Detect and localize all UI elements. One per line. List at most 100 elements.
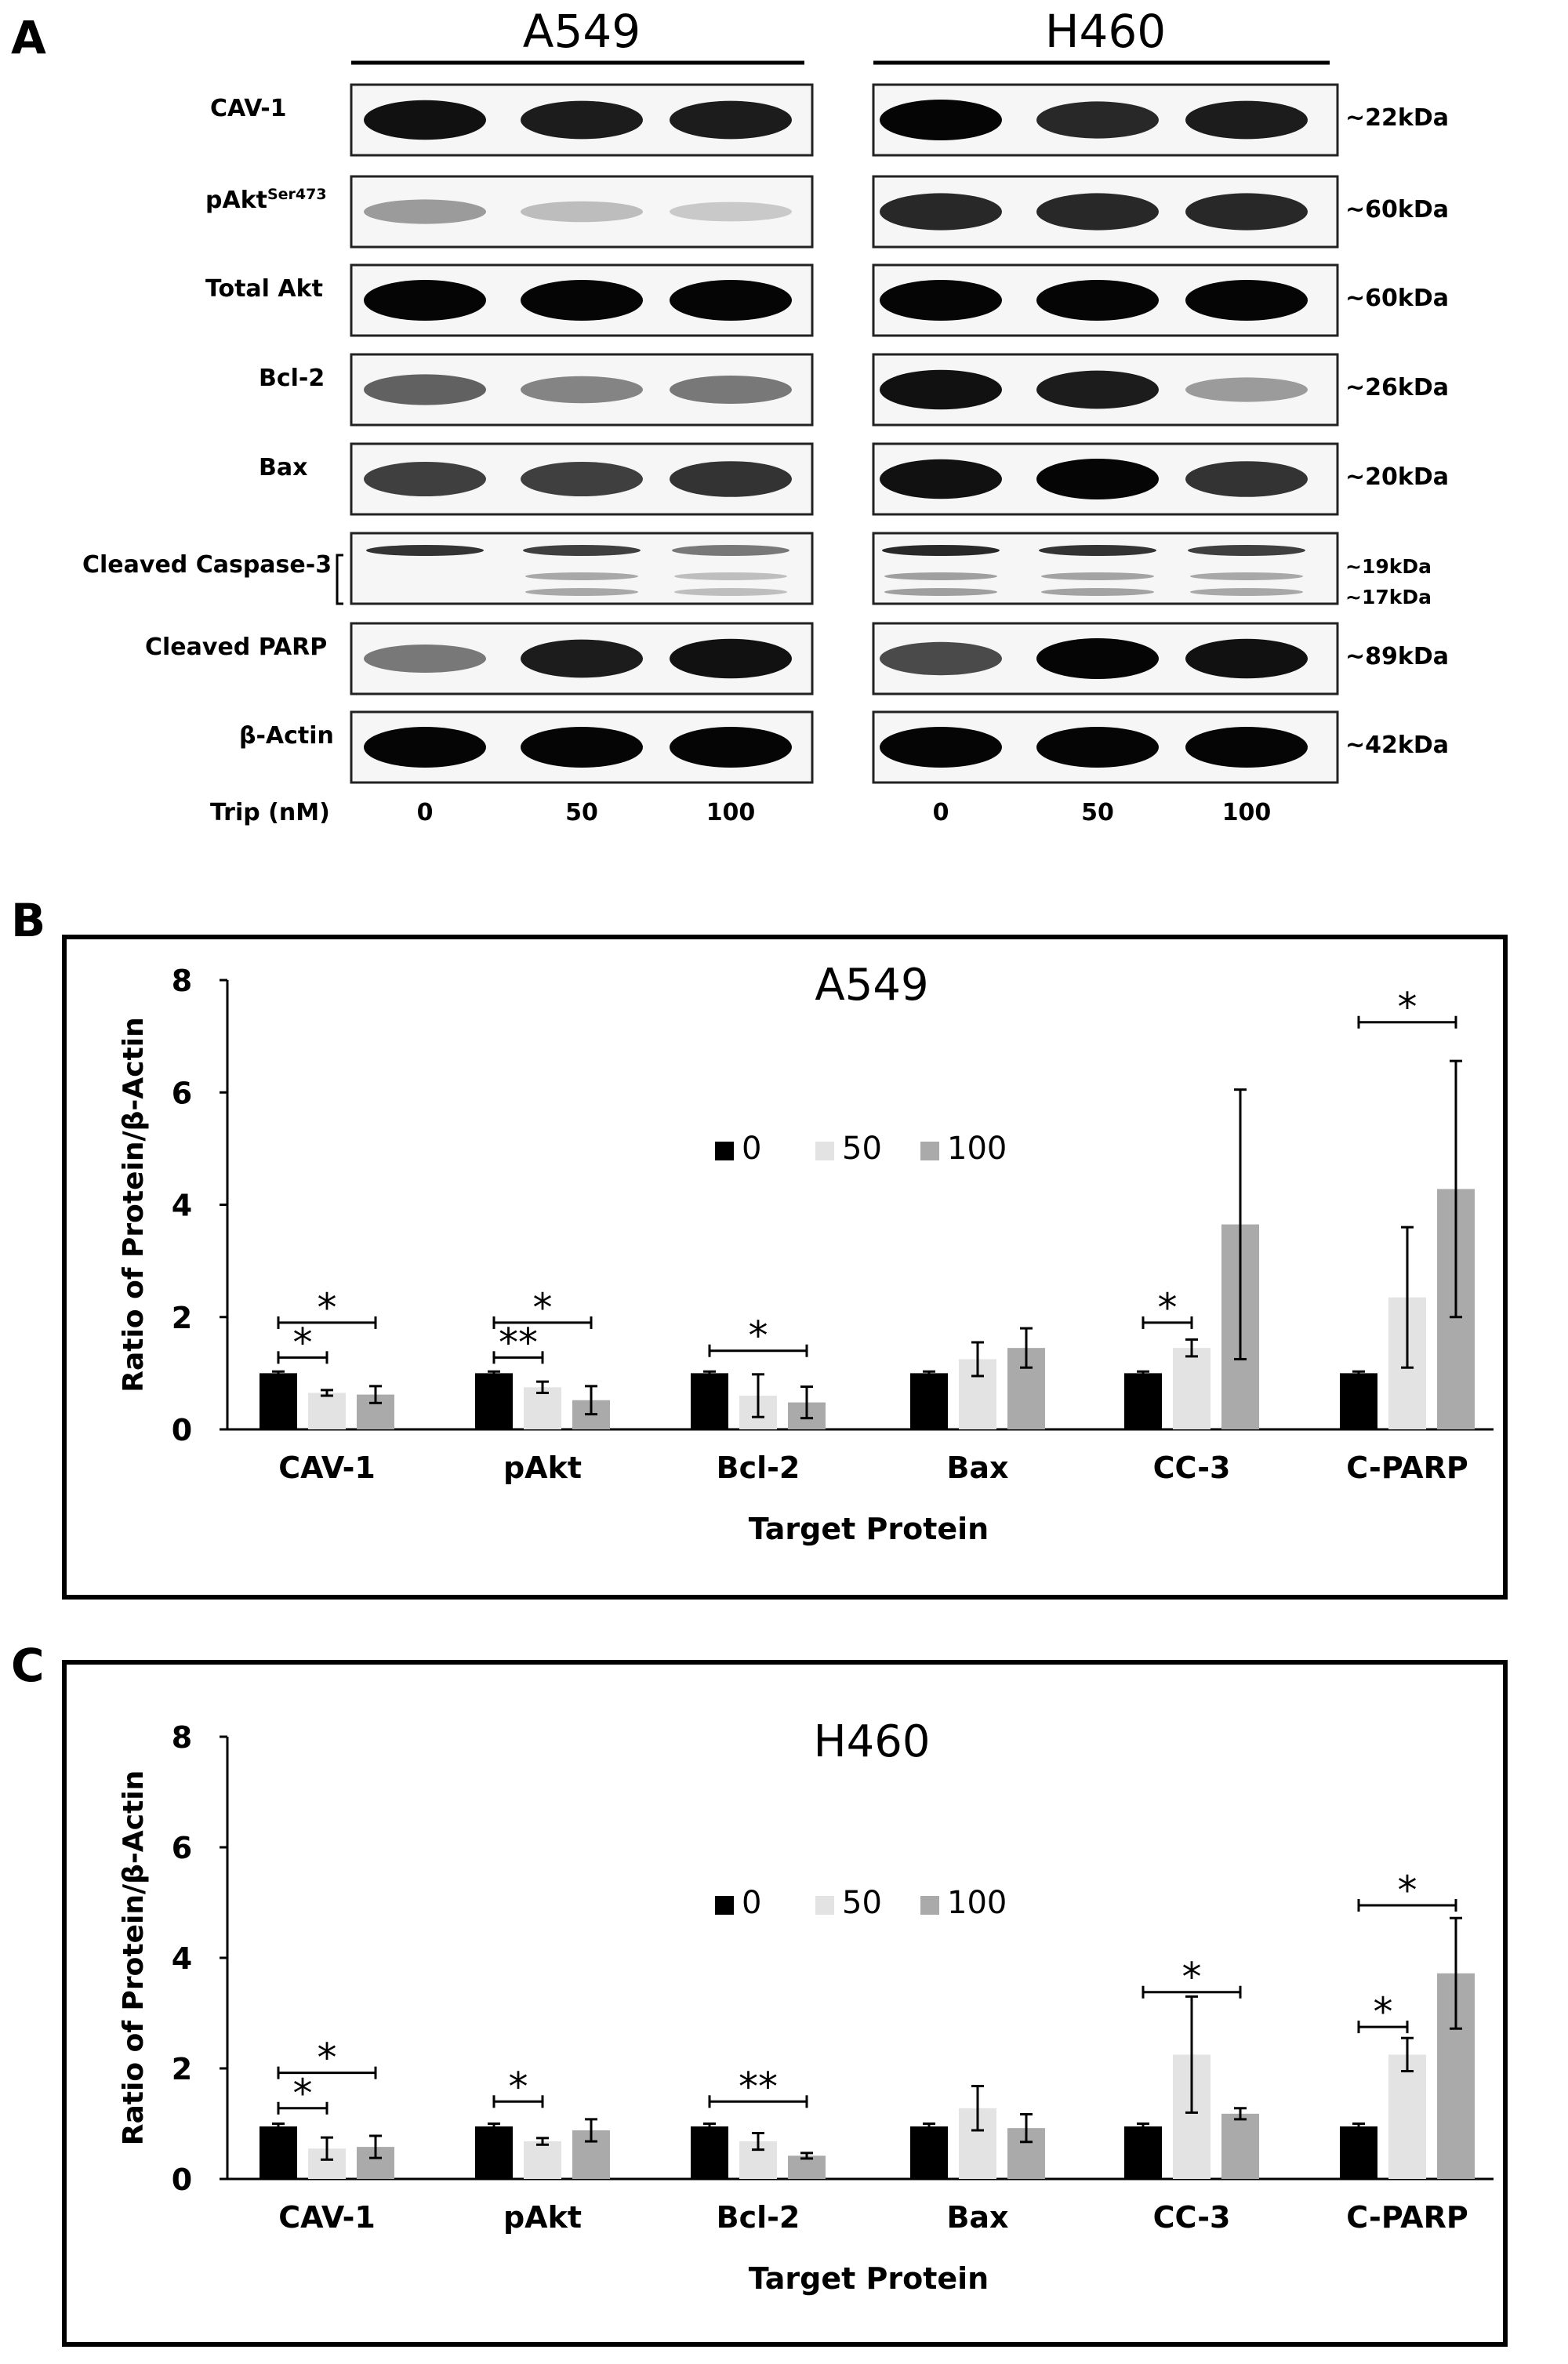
significance-star: * (293, 1320, 313, 1365)
significance-star: * (749, 1313, 768, 1359)
blot-kda-label: ~26kDa (1345, 374, 1449, 401)
blot-band (670, 202, 792, 222)
bar (260, 2126, 297, 2179)
blot-band (364, 280, 486, 321)
blot-band (1041, 572, 1154, 580)
blot-band (674, 572, 787, 580)
blot-row-label: β-Actin (239, 722, 334, 750)
blot-kda-label: ~60kDa (1345, 196, 1449, 223)
x-tick-label: CC-3 (1153, 1451, 1231, 1485)
blot-band (1190, 588, 1303, 596)
significance-star: * (318, 2035, 337, 2081)
significance-star: ** (739, 2064, 778, 2109)
legend-swatch (815, 1896, 834, 1915)
x-tick-label: Bax (946, 2200, 1008, 2235)
y-tick-label: 2 (172, 2052, 192, 2086)
bracket-mark (336, 554, 343, 605)
blot-band (884, 572, 997, 580)
blot-band (670, 727, 792, 768)
y-tick-label: 4 (172, 1941, 192, 1976)
legend-swatch (920, 1142, 939, 1160)
blot-band (521, 639, 643, 678)
blot-band (882, 545, 1000, 556)
chart-frame (62, 935, 1508, 1600)
y-tick-label: 2 (172, 1301, 192, 1335)
chart-title: H460 (814, 1716, 931, 1767)
blot-kda-label: ~22kDa (1345, 104, 1449, 132)
blot-kda-label: ~60kDa (1345, 285, 1449, 312)
legend-swatch (920, 1896, 939, 1915)
bar (1124, 1373, 1162, 1429)
significance-star: * (1374, 1989, 1393, 2035)
blot-band (670, 280, 792, 321)
blot-band (1188, 545, 1305, 556)
x-tick-label: CAV-1 (278, 2200, 376, 2235)
blot-band (1185, 638, 1308, 679)
x-tick-label: pAkt (503, 1451, 582, 1485)
legend-label: 50 (842, 1885, 882, 1921)
blot-band (880, 459, 1002, 499)
blot-band (1190, 572, 1303, 580)
bar (475, 2126, 513, 2179)
x-tick-label: Bcl-2 (717, 1451, 800, 1485)
chart-frame (62, 1660, 1508, 2347)
legend-swatch (715, 1896, 734, 1915)
blot-kda-label: ~42kDa (1345, 732, 1449, 759)
blot-band (1036, 101, 1159, 139)
legend-swatch (815, 1142, 834, 1160)
blot-band (1041, 588, 1154, 596)
y-axis-label: Ratio of Protein/β-Actin (118, 1770, 150, 2145)
blot-band (880, 100, 1002, 140)
blot-band (521, 280, 643, 321)
blot-band (521, 462, 643, 496)
y-tick-label: 6 (172, 1076, 192, 1110)
dose-value: 0 (933, 799, 949, 826)
blot-row-label: Bax (259, 454, 307, 481)
blot-band (670, 100, 792, 140)
chart-title: A549 (815, 960, 928, 1011)
x-axis-label: Target Protein (749, 2261, 989, 2296)
x-tick-label: pAkt (503, 2200, 582, 2235)
legend-label: 100 (947, 1131, 1007, 1167)
x-tick-label: C-PARP (1346, 2200, 1468, 2235)
blot-band (1036, 459, 1159, 499)
y-tick-label: 8 (172, 964, 192, 998)
blot-kda-label: ~89kDa (1345, 643, 1449, 670)
legend-label: 0 (742, 1131, 761, 1167)
blot-band (880, 641, 1002, 676)
y-tick-label: 6 (172, 1831, 192, 1865)
blot-band (884, 588, 997, 596)
blot-kda-label: ~17kDa (1345, 586, 1432, 608)
y-tick-label: 8 (172, 1720, 192, 1755)
blot-band (521, 376, 643, 404)
blot-band (364, 199, 486, 224)
blot-band (1185, 100, 1308, 140)
blot-band (1039, 545, 1156, 556)
blot-band (670, 461, 792, 497)
y-tick-label: 0 (172, 2162, 192, 2197)
bar (524, 2141, 561, 2179)
significance-star: * (509, 2064, 528, 2109)
significance-star: ** (499, 1320, 538, 1365)
blot-band (880, 193, 1002, 231)
significance-star: * (1158, 1285, 1178, 1331)
bar (1221, 2113, 1259, 2179)
significance-star: * (533, 1285, 553, 1331)
blot-band (1185, 280, 1308, 321)
bar (691, 1373, 728, 1429)
dose-value: 0 (417, 799, 434, 826)
significance-star: * (1182, 1955, 1202, 2000)
bar (910, 1373, 948, 1429)
blot-band (880, 727, 1002, 768)
blot-band (880, 280, 1002, 321)
y-tick-label: 0 (172, 1413, 192, 1447)
dose-value: 50 (1081, 799, 1114, 826)
dose-label: Trip (nM) (210, 799, 330, 826)
blot-band (1036, 280, 1159, 321)
blot-row-label: CAV-1 (210, 95, 287, 122)
blot-band (1185, 727, 1308, 768)
x-tick-label: Bcl-2 (717, 2200, 800, 2235)
bar (1388, 2054, 1426, 2179)
blot-band (364, 100, 486, 140)
